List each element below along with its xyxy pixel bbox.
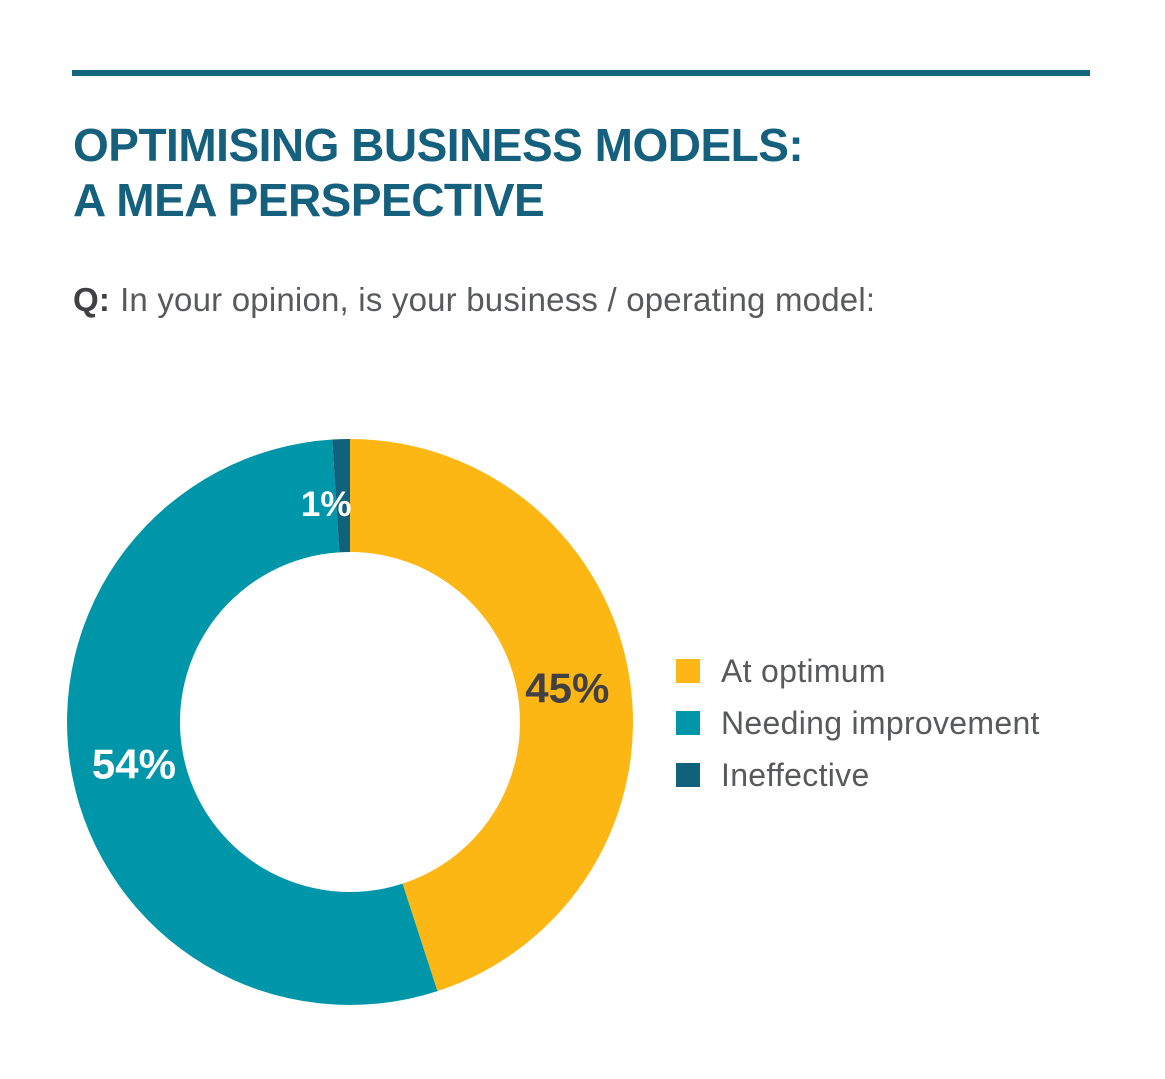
legend-swatch-ineffective — [676, 763, 700, 787]
legend-label-at-optimum: At optimum — [721, 652, 886, 689]
page-title-line1: OPTIMISING BUSINESS MODELS: — [73, 119, 804, 171]
header-rule — [72, 70, 1090, 76]
page-title-line2: A MEA PERSPECTIVE — [73, 174, 545, 226]
donut-chart: 45% 54% 1% — [66, 439, 634, 1006]
legend-item-needing-improvement: Needing improvement — [676, 704, 1040, 742]
chart-legend: At optimum Needing improvement Ineffective — [676, 652, 1040, 794]
donut-slice-ineffective — [332, 439, 350, 553]
legend-swatch-needing-improvement — [676, 711, 700, 735]
legend-item-at-optimum: At optimum — [676, 652, 1040, 690]
donut-slice-at-optimum — [350, 439, 634, 992]
survey-question: Q: In your opinion, is your business / op… — [73, 280, 875, 320]
page-title: OPTIMISING BUSINESS MODELS: A MEA PERSPE… — [73, 118, 804, 228]
legend-label-ineffective: Ineffective — [721, 756, 870, 793]
legend-swatch-at-optimum — [676, 659, 700, 683]
slice-value-label-at-optimum: 45% — [525, 665, 609, 712]
legend-label-needing-improvement: Needing improvement — [721, 704, 1040, 741]
legend-item-ineffective: Ineffective — [676, 756, 1040, 794]
question-text: In your opinion, is your business / oper… — [120, 281, 876, 318]
slice-value-label-needing-improvement: 54% — [92, 740, 176, 787]
donut-slice-needing-improvement — [66, 439, 438, 1006]
question-prefix: Q: — [73, 281, 111, 318]
slice-value-label-ineffective: 1% — [301, 485, 352, 524]
